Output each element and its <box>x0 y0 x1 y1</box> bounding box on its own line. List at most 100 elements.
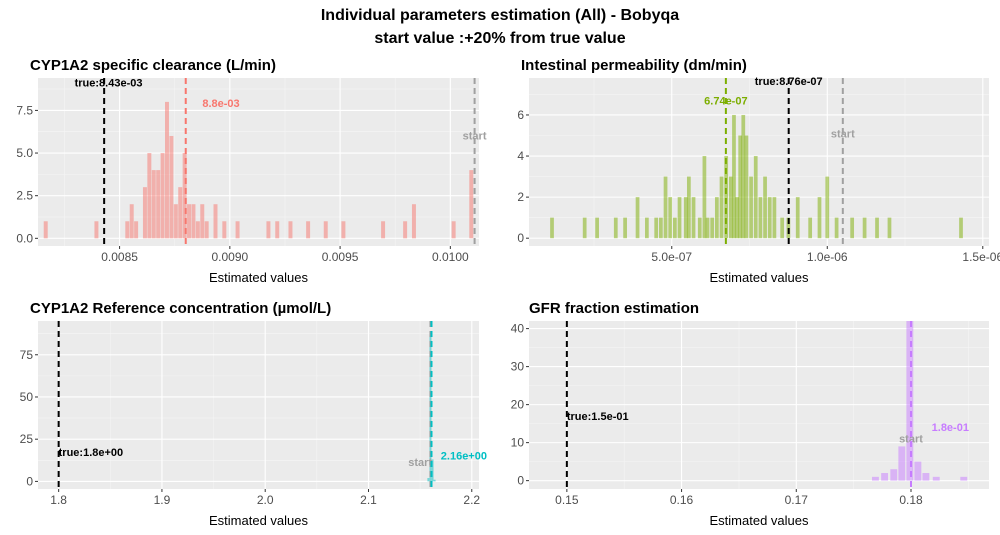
histogram-bar <box>808 217 813 239</box>
histogram-bar <box>871 476 879 481</box>
x-tick-label: 0.18 <box>899 493 923 507</box>
histogram-bar <box>235 221 240 239</box>
histogram-bar <box>772 197 777 239</box>
histogram-bar <box>735 197 739 239</box>
histogram-bar <box>825 176 830 239</box>
histogram-bar <box>134 221 139 239</box>
histogram-bar <box>663 176 668 239</box>
histogram-bar <box>275 221 280 239</box>
histogram-bar <box>686 176 691 239</box>
histogram-bar <box>165 101 169 239</box>
y-tick-label: 0 <box>517 231 524 245</box>
reference-vline-label: 2.16e+00 <box>441 450 487 462</box>
reference-vline-label: 6.74e-07 <box>704 96 747 108</box>
histogram-bar <box>677 197 682 239</box>
y-tick-label: 0 <box>26 474 33 488</box>
histogram-bar <box>705 217 710 239</box>
histogram-bar <box>710 217 715 239</box>
x-axis-label: Estimated values <box>209 513 308 528</box>
histogram-bar <box>173 204 178 239</box>
panel-gfr-fraction: 0.15 0.16 0.17 0.18 0 10 20 30 40 true:1.5e-01 sta… <box>511 300 989 528</box>
histogram-bar <box>906 321 914 481</box>
histogram-bar <box>724 156 729 239</box>
histogram-bar <box>728 176 733 239</box>
y-tick-label: 40 <box>511 322 525 336</box>
x-tick-label: 2.2 <box>463 493 480 507</box>
panel-intestinal-permeability: 5.0e-07 1.0e-06 1.5e-06 0 2 4 6 6.74e-07 true:8.… <box>517 57 1000 285</box>
x-tick-label: 2.1 <box>360 493 377 507</box>
histogram-bar <box>550 217 554 239</box>
y-tick-label: 50 <box>20 390 34 404</box>
histogram-bar <box>451 221 456 239</box>
histogram-bar <box>817 197 822 239</box>
histogram-bar <box>960 476 968 481</box>
reference-vline-label: true:1.8e+00 <box>59 447 124 459</box>
histogram-bar <box>341 221 346 239</box>
histogram-bar <box>582 217 587 239</box>
histogram-bar <box>890 469 898 481</box>
x-tick-label: 0.0095 <box>322 250 359 264</box>
histogram-bar <box>767 197 772 239</box>
x-tick-label: 5.0e-07 <box>651 250 692 264</box>
histogram-bar <box>645 217 649 239</box>
x-axis-label: Estimated values <box>710 270 809 285</box>
y-tick-label: 6 <box>517 108 524 122</box>
figure-title-line1: Individual parameters estimation (All) -… <box>321 7 679 24</box>
histogram-bar <box>288 221 293 239</box>
x-tick-label: 0.15 <box>555 493 579 507</box>
histogram-bar <box>433 479 436 482</box>
reference-vline-label: start <box>831 129 855 141</box>
figure-title-line2: start value :+20% from true value <box>374 30 625 47</box>
histogram-bar <box>887 217 892 239</box>
histogram-bar <box>668 197 673 239</box>
histogram-bar <box>719 176 724 239</box>
x-axis-label: Estimated values <box>710 513 809 528</box>
y-tick-label: 2 <box>517 190 524 204</box>
histogram-bar <box>659 217 663 239</box>
x-tick-label: 0.16 <box>670 493 694 507</box>
histogram-bar <box>741 114 746 239</box>
histogram-bar <box>714 197 719 239</box>
histogram-bar <box>469 170 474 239</box>
y-tick-label: 5.0 <box>16 146 33 160</box>
histogram-bar <box>635 197 640 239</box>
histogram-bar <box>142 187 147 239</box>
histogram-bar <box>683 197 688 239</box>
histogram-bar <box>213 204 218 239</box>
histogram-bar <box>702 156 707 239</box>
histogram-bar <box>200 204 205 239</box>
reference-vline-label: true:1.5e-01 <box>567 411 629 423</box>
histogram-bar <box>834 217 839 239</box>
y-tick-label: 20 <box>511 398 525 412</box>
y-tick-label: 0.0 <box>16 231 33 245</box>
panel-cyp1a2-clearance: 0.0085 0.0090 0.0095 0.0100 0.0 2.5 5.0 7.5 true… <box>16 57 487 285</box>
reference-vline-label: true:8.43e-03 <box>75 78 143 90</box>
x-axis-label: Estimated values <box>209 270 308 285</box>
plot-area: 5.0e-07 1.0e-06 1.5e-06 0 2 4 6 6.74e-07 true:8.… <box>517 76 1000 264</box>
histogram-bar <box>691 197 696 239</box>
histogram-bar <box>898 446 906 481</box>
histogram-bar <box>922 473 930 481</box>
x-tick-label: 1.0e-06 <box>807 250 848 264</box>
histogram-bar <box>431 459 434 482</box>
histogram-bar <box>195 221 200 239</box>
histogram-bar <box>429 334 432 482</box>
histogram-bar <box>129 204 134 239</box>
panel-title: Intestinal permeability (dm/min) <box>521 57 747 74</box>
histogram-bar <box>753 156 758 239</box>
reference-vline-label: true:8.76e-07 <box>755 76 823 88</box>
y-tick-label: 4 <box>517 149 524 163</box>
histogram-bar <box>795 197 800 239</box>
histogram-bar <box>786 217 791 239</box>
histogram-bar <box>780 217 785 239</box>
x-tick-label: 1.8 <box>50 493 67 507</box>
histogram-bar <box>94 221 99 239</box>
histogram-bar <box>182 153 187 239</box>
histogram-bar <box>744 135 749 239</box>
histogram-bar <box>932 476 940 481</box>
histogram-bar <box>266 221 271 239</box>
histogram-bar <box>623 217 627 239</box>
histogram-bar <box>914 461 922 481</box>
histogram-bar <box>654 217 659 239</box>
reference-vline-label: 8.8e-03 <box>202 98 239 110</box>
